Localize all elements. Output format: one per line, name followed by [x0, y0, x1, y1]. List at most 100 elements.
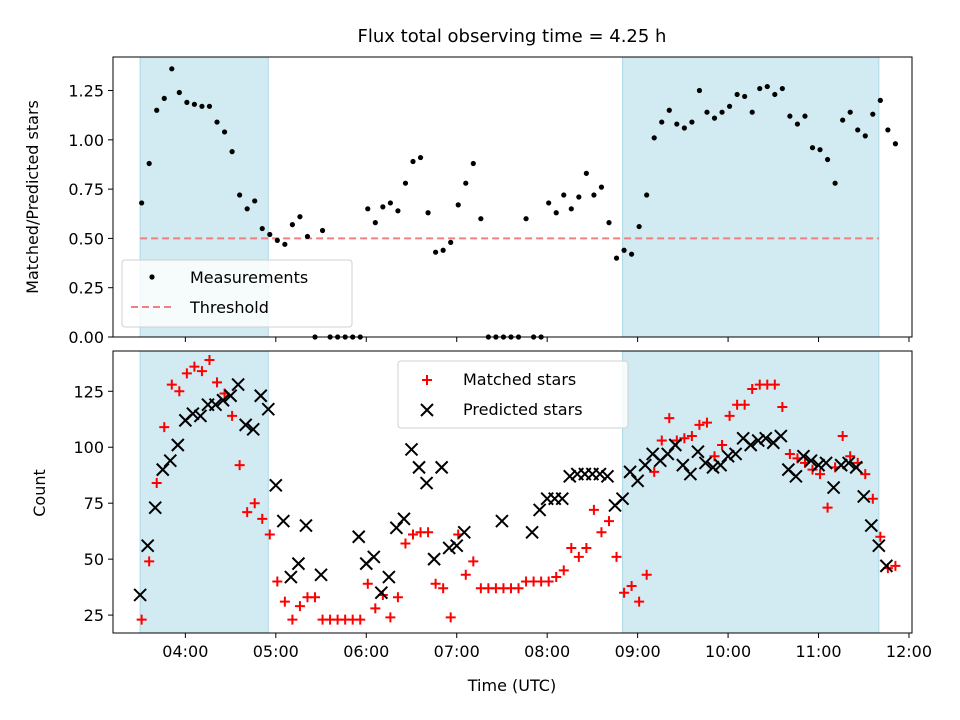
measurement-point: [892, 141, 899, 147]
legend-measurements-label: Measurements: [190, 268, 308, 287]
matched-star-point: [174, 386, 185, 397]
chart-title: Flux total observing time = 4.25 h: [358, 26, 667, 47]
count-points: [133, 354, 901, 625]
predicted-star-point: [276, 514, 291, 528]
count-y-tick-label: 75: [84, 494, 104, 513]
measurement-point: [840, 117, 846, 123]
predicted-star-point: [841, 456, 856, 470]
predicted-star-point: [691, 445, 705, 459]
matched-star-point: [815, 469, 826, 480]
matched-star-point: [724, 410, 735, 421]
predicted-star-point: [774, 429, 788, 443]
predicted-star-point: [404, 442, 419, 457]
measurement-point: [259, 225, 265, 232]
predicted-star-point: [374, 586, 389, 600]
predicted-star-point: [811, 458, 826, 472]
measurement-point: [154, 107, 160, 113]
matched-star-point: [596, 527, 607, 538]
measurement-point: [862, 133, 868, 139]
measurement-point: [546, 200, 552, 206]
predicted-star-point: [849, 460, 863, 475]
predicted-star-point: [419, 476, 434, 490]
measurement-point: [237, 192, 243, 198]
ratio-y-tick-label: 1.25: [68, 82, 104, 101]
legend-matched-marker: [422, 375, 432, 385]
matched-star-point: [294, 601, 305, 612]
matched-star-point: [189, 361, 200, 372]
x-tick-label: 08:00: [524, 642, 570, 661]
matched-star-point: [701, 417, 712, 428]
measurement-point: [583, 170, 589, 176]
predicted-star-point: [826, 480, 841, 495]
measurement-point: [380, 204, 386, 210]
observing-windows: [139, 351, 880, 633]
measurement-point: [794, 121, 801, 127]
matched-star-point: [686, 431, 697, 442]
measurement-point: [191, 101, 198, 107]
measurement-point: [832, 180, 838, 186]
matched-star-point: [234, 460, 245, 471]
x-tick-label: 10:00: [705, 642, 751, 661]
predicted-star-point: [140, 539, 155, 553]
measurement-point: [787, 113, 793, 119]
predicted-star-point: [751, 433, 765, 448]
count-x-ticks: 04:00 05:00 06:00 07:00 08:00 09:00 10:00 11:00…: [162, 633, 932, 661]
measurement-point: [433, 249, 439, 255]
predicted-star-point: [819, 456, 833, 470]
measurement-point: [365, 206, 371, 212]
matched-star-point: [385, 612, 396, 623]
ratio-panel-frame: [112, 56, 913, 338]
predicted-star-point: [397, 512, 411, 526]
x-tick-label: 11:00: [795, 642, 841, 661]
matched-star-point: [694, 419, 705, 430]
measurement-point: [478, 216, 484, 222]
predicted-star-point: [713, 458, 728, 472]
count-y-tick-label: 100: [73, 438, 104, 457]
ratio-y-tick-label: 1.00: [68, 131, 104, 150]
predicted-star-point: [759, 431, 773, 445]
matched-star-point: [649, 466, 660, 477]
measurement-point: [274, 237, 280, 243]
predicted-star-point: [857, 489, 871, 504]
x-tick-label: 09:00: [615, 642, 661, 661]
matched-star-point: [355, 614, 366, 625]
matched-star-point: [875, 531, 886, 542]
measurement-point: [214, 119, 220, 125]
ratio-panel: 0.00 0.25 0.50 0.75 1.00 1.25 Flux total obse…: [23, 26, 913, 347]
matched-star-point: [287, 614, 298, 625]
matched-star-point: [747, 384, 758, 395]
measurement-point: [591, 192, 597, 198]
predicted-star-point: [683, 467, 698, 481]
predicted-star-point: [638, 458, 652, 472]
predicted-star-point: [427, 552, 441, 566]
matched-star-point: [460, 569, 471, 580]
predicted-star-point: [879, 559, 894, 573]
matched-star-point: [423, 527, 434, 538]
legend-predicted-marker: [420, 403, 434, 417]
measurement-point: [319, 227, 326, 234]
matched-star-point: [212, 377, 223, 388]
predicted-star-point: [450, 539, 464, 553]
measurement-point: [455, 202, 461, 208]
predicted-star-point: [743, 438, 758, 452]
predicted-star-point: [208, 398, 223, 412]
predicted-star-point: [367, 550, 381, 564]
measurement-point: [561, 192, 567, 198]
ratio-y-ticks: 0.00 0.25 0.50 0.75 1.00 1.25: [68, 82, 113, 347]
measurement-point: [817, 147, 823, 153]
count-legend-box: [397, 360, 629, 429]
matched-star-point: [272, 576, 283, 587]
matched-star-point: [543, 576, 554, 587]
measurement-point: [139, 200, 145, 206]
measurement-point: [410, 158, 416, 165]
ratio-legend-box: [121, 259, 353, 328]
matched-star-point: [769, 379, 780, 390]
measurement-point: [704, 109, 710, 115]
predicted-star-point: [193, 409, 208, 423]
measurement-point: [425, 210, 431, 216]
predicted-star-point: [864, 518, 879, 533]
matched-star-point: [581, 542, 592, 553]
predicted-star-point: [706, 460, 720, 475]
count-y-tick-label: 25: [84, 606, 104, 625]
measurement-point: [523, 216, 529, 222]
